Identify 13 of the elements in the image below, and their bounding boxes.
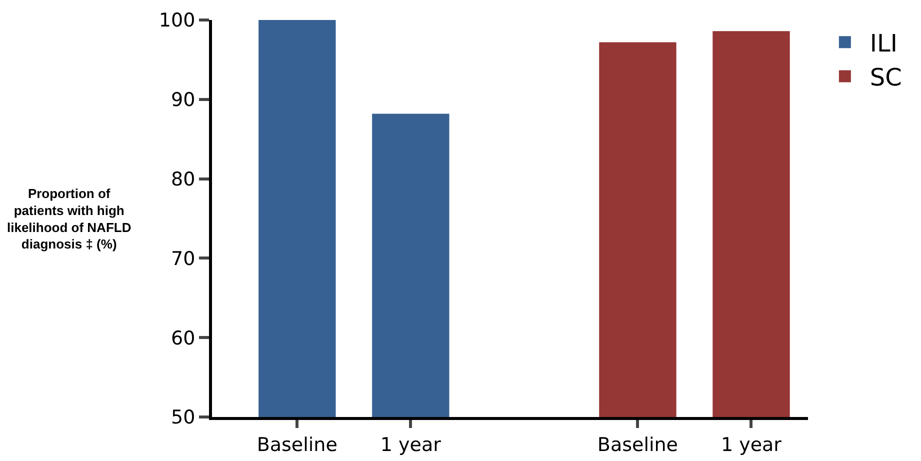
y-tick-label: 80 xyxy=(171,168,196,190)
x-tick-label: 1 year xyxy=(380,434,442,456)
y-tick-label: 70 xyxy=(171,248,196,270)
y-tick-label: 60 xyxy=(171,327,196,350)
x-tick-label: Baseline xyxy=(597,434,678,456)
y-tick-label: 90 xyxy=(171,89,196,112)
legend-label: SC xyxy=(870,64,902,92)
y-axis-title: Proportion of patients with high likelihood of NAFLD diagnosis ‡ (%) xyxy=(7,186,132,252)
y-tick-label: 50 xyxy=(171,406,196,429)
x-tick-label: 1 year xyxy=(720,434,782,456)
x-tick-label: Baseline xyxy=(256,434,338,456)
y-tick-label: 100 xyxy=(158,10,196,32)
legend-label: ILI xyxy=(870,29,898,58)
